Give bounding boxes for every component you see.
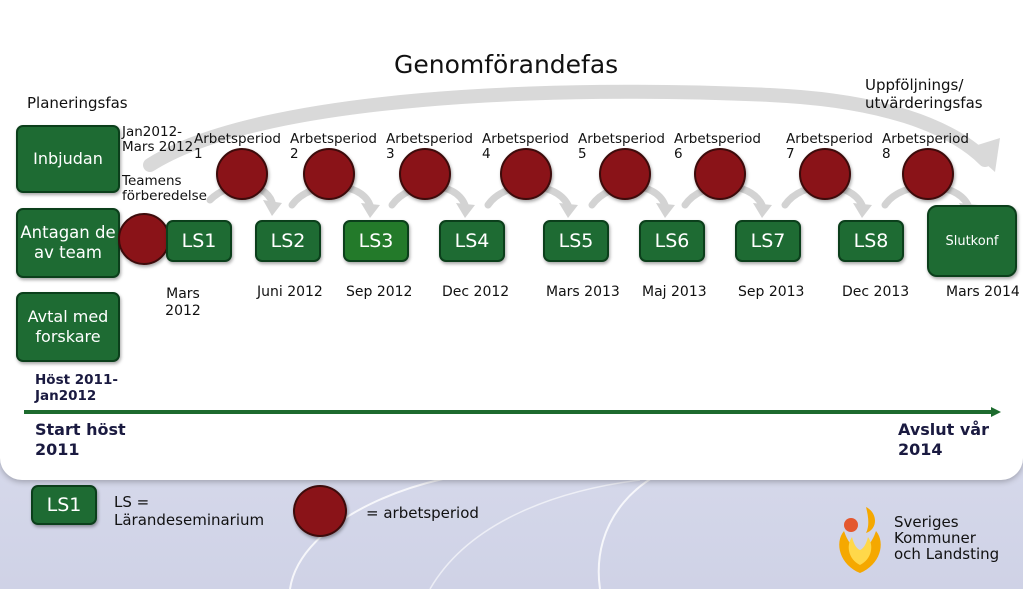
work-period-circle-2 [303, 148, 355, 200]
date-label-9: Mars 2014 [946, 284, 1020, 300]
seminar-box-7: LS7 [735, 220, 801, 262]
preparation-circle [118, 213, 170, 265]
followup-phase-label: Uppföljnings/ utvärderingsfas [865, 76, 983, 112]
period-label-4: Arbetsperiod 4 [482, 131, 569, 162]
work-period-circle-3 [399, 148, 451, 200]
jan-mars-note: Jan2012- Mars 2012 [122, 124, 194, 155]
seminar-box-4: LS4 [439, 220, 505, 262]
legend-period-text: = arbetsperiod [366, 504, 479, 522]
seminar-box-2: LS2 [255, 220, 321, 262]
seminar-box-1: LS1 [166, 220, 232, 262]
work-period-circle-5 [599, 148, 651, 200]
planning-phase-label: Planeringsfas [27, 94, 128, 112]
autumn-note: Höst 2011- Jan2012 [35, 372, 118, 404]
period-label-1: Arbetsperiod 1 [194, 131, 281, 162]
work-period-circle-1 [216, 148, 268, 200]
timeline-end-label: Avslut vår 2014 [898, 420, 989, 459]
date-label-7: Sep 2013 [738, 284, 805, 300]
final-conference-box: Slutkonf [927, 205, 1017, 277]
work-period-circle-6 [694, 148, 746, 200]
diagram-title: Genomförandefas [394, 50, 619, 79]
timeline-start-label: Start höst 2011 [35, 420, 126, 459]
work-period-circle-4 [500, 148, 552, 200]
work-period-circle-8 [902, 148, 954, 200]
seminar-box-3: LS3 [343, 220, 409, 262]
date-label-5: Mars 2013 [546, 284, 620, 300]
date-label-4: Dec 2012 [442, 284, 510, 300]
date-label-8: Dec 2013 [842, 284, 910, 300]
work-period-circle-7 [799, 148, 851, 200]
date-label-3: Sep 2012 [346, 284, 413, 300]
seminar-box-6: LS6 [639, 220, 705, 262]
period-label-2: Arbetsperiod 2 [290, 131, 377, 162]
big-arc-arrow [143, 84, 1000, 172]
date-label-1: Mars 2012 [165, 286, 201, 319]
date-label-2: Juni 2012 [257, 284, 323, 300]
seminar-box-5: LS5 [543, 220, 609, 262]
invitation-box: Inbjudan [16, 125, 120, 193]
period-label-7: Arbetsperiod 7 [786, 131, 873, 162]
skl-logo-text: Sveriges Kommuner och Landsting [894, 513, 1000, 563]
period-label-5: Arbetsperiod 5 [578, 131, 665, 162]
legend-seminar-box: LS1 [31, 485, 97, 525]
seminar-box-8: LS8 [838, 220, 904, 262]
skl-logo-icon [839, 507, 881, 573]
legend-seminar-text: LS = Lärandeseminarium [114, 493, 265, 529]
team-admission-box: Antagan de av team [16, 208, 120, 278]
period-label-3: Arbetsperiod 3 [386, 131, 473, 162]
researcher-agreement-box: Avtal med forskare [16, 292, 120, 362]
legend-period-circle [293, 485, 347, 537]
period-label-6: Arbetsperiod 6 [674, 131, 761, 162]
team-preparation-note: Teamens förberedelse [122, 173, 207, 204]
date-label-6: Maj 2013 [642, 284, 707, 300]
period-label-8: Arbetsperiod 8 [882, 131, 969, 162]
